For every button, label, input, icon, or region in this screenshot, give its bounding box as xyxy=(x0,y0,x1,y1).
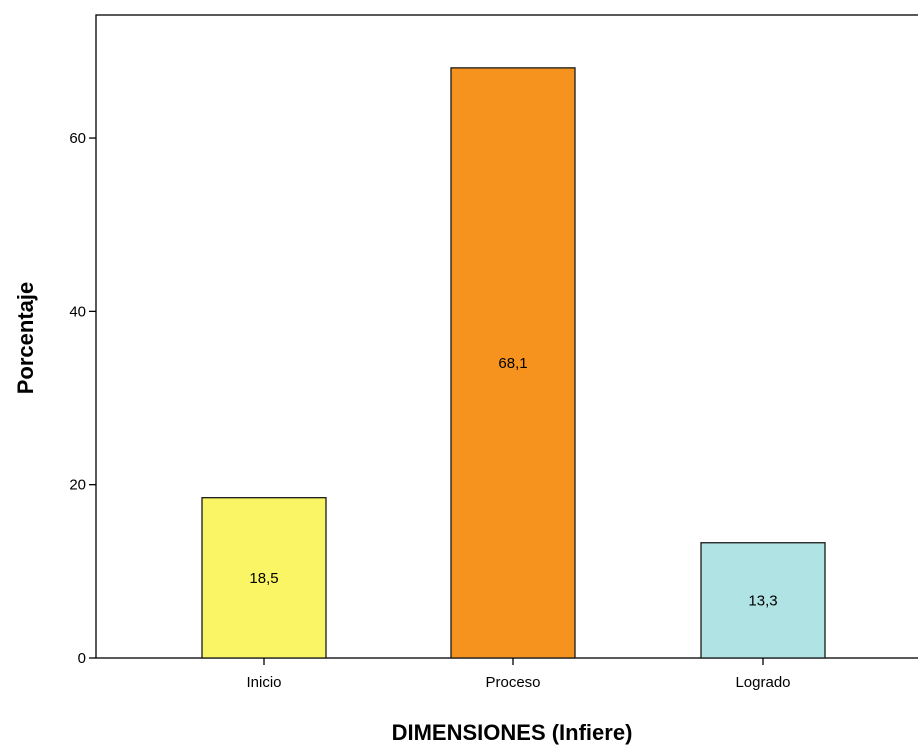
y-tick-label: 0 xyxy=(78,650,86,667)
x-axis: Inicio Proceso Logrado xyxy=(246,658,791,691)
bars: 18,5 68,1 13,3 xyxy=(201,67,826,659)
data-label-inicio: 18,5 xyxy=(249,570,278,587)
x-axis-title: DIMENSIONES (Infiere) xyxy=(392,720,633,745)
bar-logrado xyxy=(700,542,826,659)
y-tick-label: 60 xyxy=(69,130,86,147)
data-label-logrado: 13,3 xyxy=(748,592,777,609)
bar-inicio xyxy=(201,497,327,659)
x-tick-label-inicio: Inicio xyxy=(246,674,281,691)
x-tick-label-logrado: Logrado xyxy=(735,674,790,691)
y-axis: 0 20 40 60 xyxy=(69,130,96,667)
y-tick-label: 20 xyxy=(69,477,86,494)
x-tick-label-proceso: Proceso xyxy=(485,674,540,691)
data-label-proceso: 68,1 xyxy=(498,355,527,372)
y-tick-label: 40 xyxy=(69,303,86,320)
y-axis-title: Porcentaje xyxy=(13,282,38,395)
bar-proceso xyxy=(450,67,576,659)
